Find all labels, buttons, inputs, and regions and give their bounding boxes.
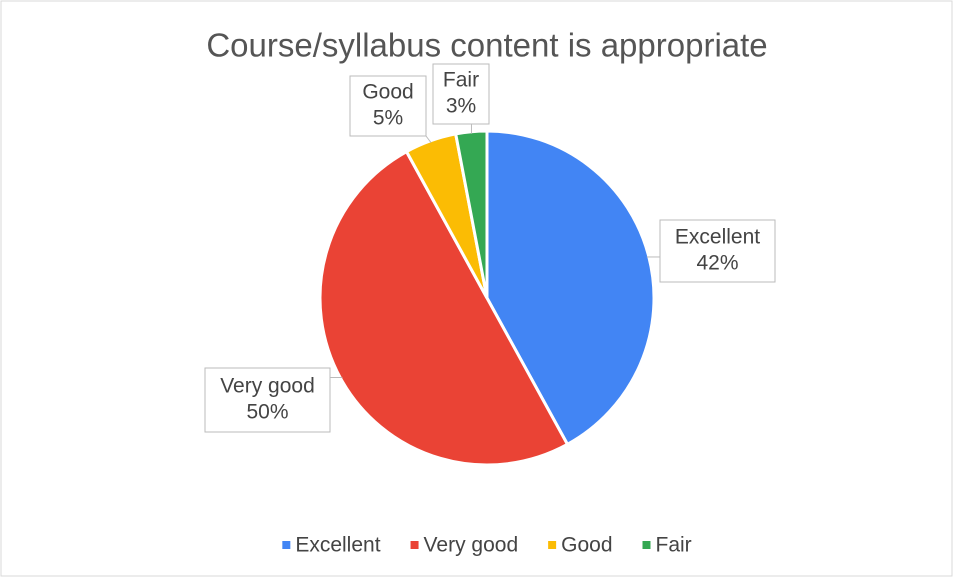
callout-box: [204, 367, 331, 433]
callout-value: 3%: [446, 95, 476, 118]
callout-box: [349, 75, 427, 137]
callout-box: [432, 63, 490, 125]
callout-category: Very good: [220, 375, 315, 398]
legend-swatch: [282, 541, 291, 549]
legend: Excellent Very good Good Fair: [282, 534, 692, 557]
legend-swatch: [548, 541, 557, 549]
callout-category: Fair: [443, 69, 479, 92]
pie-slice: [318, 149, 570, 467]
legend-label: Fair: [656, 534, 692, 557]
callout-leader: [425, 135, 432, 144]
callout-value: 5%: [373, 107, 403, 130]
legend-swatch: [642, 541, 651, 549]
callout-category: Good: [362, 81, 413, 104]
legend-label: Excellent: [295, 534, 380, 557]
chart-title: Course/syllabus content is appropriate: [206, 27, 767, 64]
legend-label: Good: [561, 534, 612, 557]
legend-swatch: [410, 541, 419, 549]
callout-value: 42%: [696, 252, 738, 275]
callout-value: 50%: [246, 401, 288, 424]
legend-label: Very good: [424, 534, 519, 557]
callout-box: [659, 219, 776, 283]
callout-category: Excellent: [675, 226, 760, 249]
